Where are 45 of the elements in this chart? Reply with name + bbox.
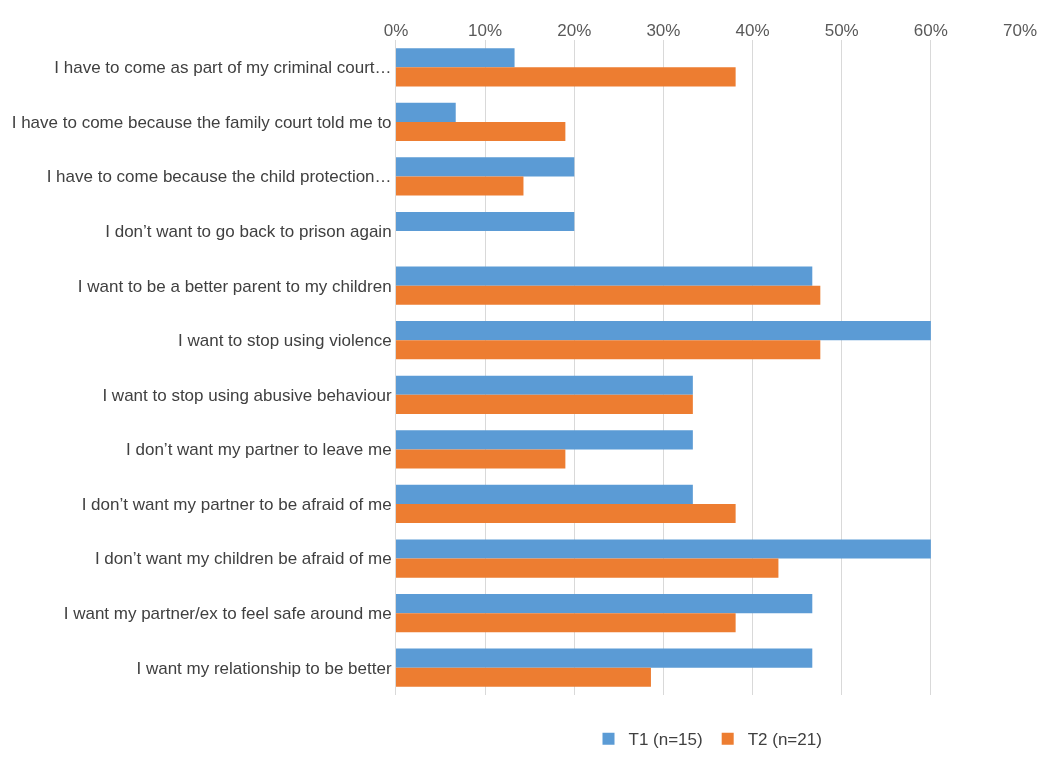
bar: [396, 157, 575, 177]
bar: [396, 211, 575, 232]
y-tick-label: I want to stop using violence: [178, 331, 392, 351]
bar: [396, 484, 693, 504]
y-tick-label: I don’t want my partner to be afraid of me: [81, 494, 392, 514]
y-tick-label: I want my partner/ex to feel safe around me: [63, 604, 392, 624]
x-tick-label: 40%: [735, 20, 770, 40]
y-tick-label: I don’t want my children be afraid of me: [94, 549, 392, 569]
x-tick-label: 10%: [468, 20, 503, 40]
bar: [396, 648, 813, 668]
bar: [396, 558, 779, 578]
y-tick-label: I want to stop using abusive behaviour: [102, 385, 392, 405]
x-tick-label: 30%: [646, 20, 681, 40]
bar: [396, 430, 693, 450]
bar: [396, 539, 931, 559]
y-tick-label: I don’t want to go back to prison again: [105, 221, 392, 241]
bar: [396, 667, 651, 687]
y-tick-label: I have to come because the family court told me to: [11, 112, 392, 132]
bar: [396, 48, 515, 68]
bar: [396, 449, 566, 469]
legend-label: T2 (n=21): [747, 730, 822, 750]
bar: [396, 285, 821, 305]
bar: [396, 266, 813, 286]
y-tick-label: I want my relationship to be better: [136, 658, 392, 678]
x-tick-label: 60%: [913, 20, 948, 40]
x-tick-label: 70%: [1002, 20, 1038, 40]
bar: [396, 67, 736, 87]
y-tick-label: I have to come as part of my criminal court…: [54, 58, 392, 78]
legend-label: T1 (n=15): [628, 730, 703, 750]
y-tick-label: I don’t want my partner to leave me: [126, 440, 392, 460]
bar: [396, 394, 693, 414]
bar: [396, 321, 931, 341]
bar: [396, 375, 693, 395]
bar: [396, 594, 813, 614]
bar: [396, 613, 736, 633]
bar: [396, 503, 736, 524]
bar: [396, 176, 524, 196]
bar: [396, 121, 566, 141]
y-tick-label: I have to come because the child protection…: [46, 167, 392, 187]
x-tick-label: 50%: [824, 20, 859, 40]
x-tick-label: 20%: [557, 20, 592, 40]
y-tick-label: I want to be a better parent to my children: [77, 276, 392, 296]
x-tick-label: 0%: [383, 20, 409, 40]
bar: [396, 102, 456, 122]
bar: [396, 340, 821, 360]
